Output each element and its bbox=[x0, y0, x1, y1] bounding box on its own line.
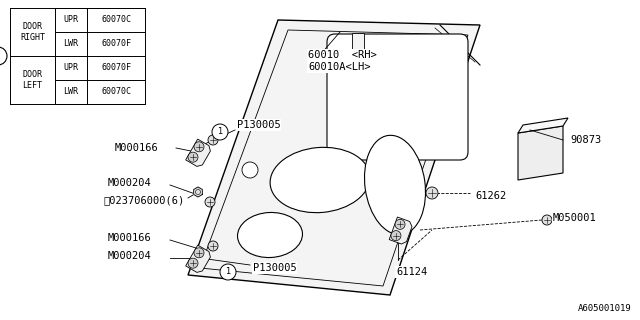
Text: UPR: UPR bbox=[63, 15, 79, 25]
Text: LWR: LWR bbox=[63, 87, 79, 97]
FancyBboxPatch shape bbox=[352, 33, 364, 51]
Text: 60010A<LH>: 60010A<LH> bbox=[308, 62, 371, 72]
Text: 61262: 61262 bbox=[475, 191, 506, 201]
Circle shape bbox=[0, 47, 7, 65]
Text: 1: 1 bbox=[0, 52, 1, 60]
Text: M000204: M000204 bbox=[108, 251, 152, 261]
Circle shape bbox=[542, 215, 552, 225]
Polygon shape bbox=[186, 245, 211, 272]
Polygon shape bbox=[188, 20, 480, 295]
Circle shape bbox=[242, 162, 258, 178]
Text: 90873: 90873 bbox=[570, 135, 601, 145]
Text: 60070F: 60070F bbox=[101, 39, 131, 49]
Text: 1: 1 bbox=[218, 127, 223, 137]
Text: DOOR
RIGHT: DOOR RIGHT bbox=[20, 22, 45, 42]
Circle shape bbox=[188, 258, 198, 268]
Circle shape bbox=[194, 248, 204, 258]
Circle shape bbox=[208, 241, 218, 251]
Text: 61124: 61124 bbox=[396, 267, 428, 277]
Text: M000166: M000166 bbox=[108, 233, 152, 243]
Text: UPR: UPR bbox=[63, 63, 79, 73]
Polygon shape bbox=[389, 217, 412, 244]
Circle shape bbox=[188, 152, 198, 162]
Ellipse shape bbox=[237, 212, 303, 258]
Polygon shape bbox=[194, 187, 202, 197]
Circle shape bbox=[426, 187, 438, 199]
Text: M000204: M000204 bbox=[108, 178, 152, 188]
Polygon shape bbox=[518, 118, 568, 133]
Text: M050001: M050001 bbox=[553, 213, 596, 223]
Polygon shape bbox=[518, 126, 563, 180]
FancyBboxPatch shape bbox=[327, 34, 468, 160]
Text: 1: 1 bbox=[225, 268, 230, 276]
Ellipse shape bbox=[365, 135, 426, 235]
Circle shape bbox=[205, 197, 215, 207]
Ellipse shape bbox=[270, 147, 370, 213]
Text: 60070C: 60070C bbox=[101, 87, 131, 97]
Text: 60070F: 60070F bbox=[101, 63, 131, 73]
Circle shape bbox=[212, 124, 228, 140]
Circle shape bbox=[208, 135, 218, 145]
Circle shape bbox=[395, 220, 405, 229]
Polygon shape bbox=[186, 139, 211, 166]
Text: DOOR
LEFT: DOOR LEFT bbox=[22, 70, 42, 90]
Text: 60070C: 60070C bbox=[101, 15, 131, 25]
Text: 60010  <RH>: 60010 <RH> bbox=[308, 50, 377, 60]
Text: A605001019: A605001019 bbox=[579, 304, 632, 313]
Text: ⓝ023706000(6): ⓝ023706000(6) bbox=[103, 195, 184, 205]
Circle shape bbox=[391, 231, 401, 241]
Text: P130005: P130005 bbox=[237, 120, 281, 130]
Circle shape bbox=[220, 264, 236, 280]
Text: LWR: LWR bbox=[63, 39, 79, 49]
Text: P130005: P130005 bbox=[253, 263, 297, 273]
Text: M000166: M000166 bbox=[115, 143, 159, 153]
Circle shape bbox=[194, 142, 204, 152]
